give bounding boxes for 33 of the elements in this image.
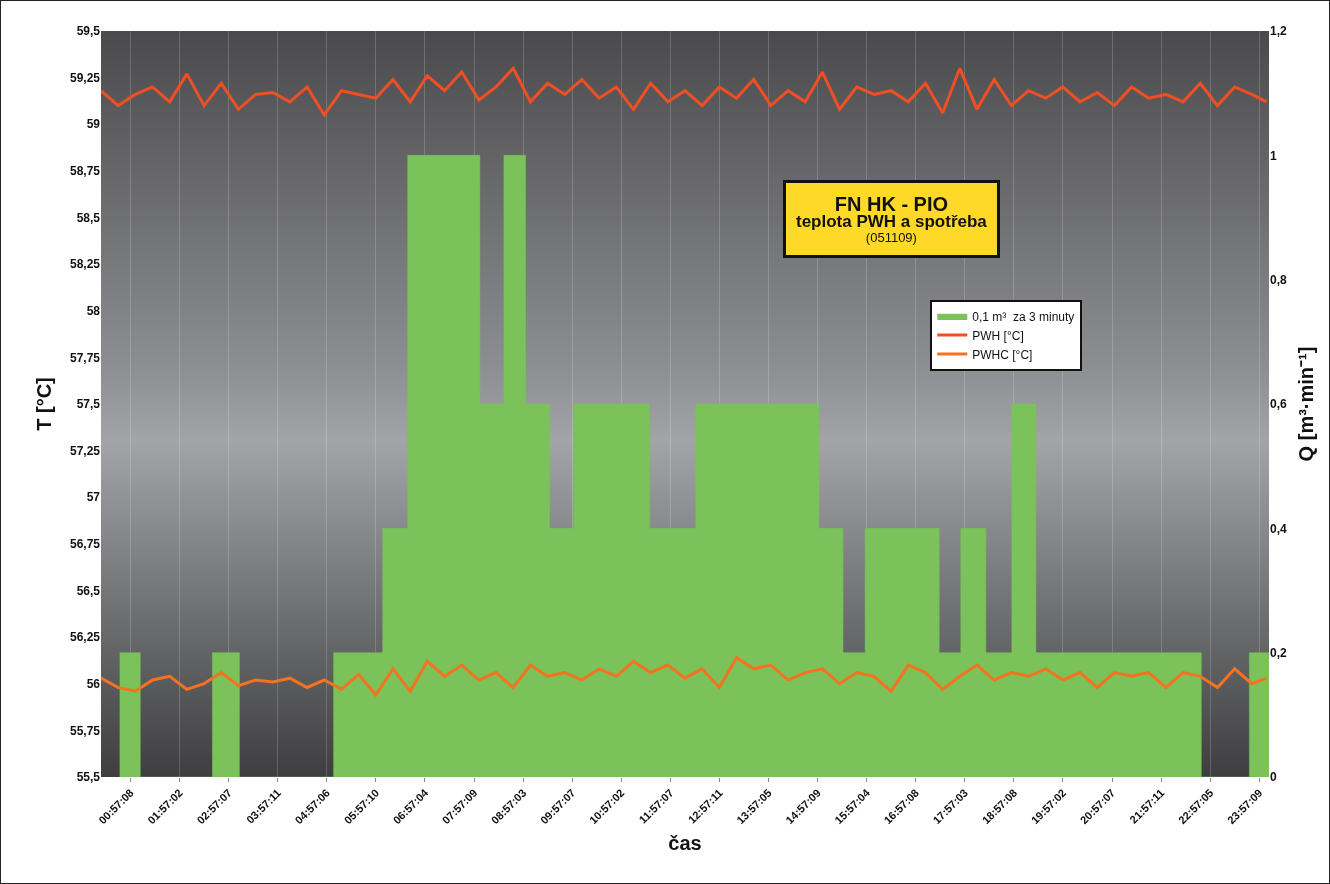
y-tick-label: 58,75	[69, 164, 101, 179]
legend-label: PWH [°C]	[972, 328, 1024, 343]
y-tick-label: 56,5	[76, 583, 101, 598]
y-tick-label: 58	[86, 303, 101, 318]
y2-axis-title: Q [m³·min⁻¹]	[1294, 346, 1317, 462]
y-tick-label: 58,5	[76, 210, 101, 225]
y-tick-label: 57	[86, 490, 101, 505]
y2-tick-label: 1	[1270, 148, 1277, 163]
y-axis-title: T [°C]	[33, 377, 56, 431]
y-tick-label: 56	[86, 676, 101, 691]
legend-label: PWHC [°C]	[972, 347, 1033, 362]
y-tick-label: 59	[86, 117, 101, 132]
y2-tick-label: 0,6	[1270, 397, 1288, 412]
legend-label: 0,1 m³ za 3 minuty	[972, 309, 1075, 324]
y-tick-label: 56,25	[69, 630, 101, 645]
y-tick-label: 58,25	[69, 257, 101, 272]
x-axis-title: čas	[668, 831, 702, 854]
y2-tick-label: 0,2	[1270, 645, 1288, 660]
y-tick-label: 59,25	[69, 70, 101, 85]
line-series	[101, 66, 1269, 117]
y-tick-label: 57,75	[69, 350, 101, 365]
y2-tick-label: 0	[1270, 770, 1277, 785]
line-series	[101, 656, 1269, 697]
y-tick-label: 59,5	[76, 24, 101, 39]
annotation: (051109)	[865, 230, 917, 246]
y2-tick-label: 0,8	[1270, 272, 1288, 287]
y-tick-label: 55,75	[69, 723, 101, 738]
y-tick-label: 56,75	[69, 537, 101, 552]
y2-tick-label: 0,4	[1270, 521, 1288, 536]
y-tick-label: 57,25	[69, 443, 101, 458]
y-tick-label: 57,5	[76, 397, 101, 412]
y-tick-label: 55,5	[76, 770, 101, 785]
y2-tick-label: 1,2	[1270, 24, 1288, 39]
